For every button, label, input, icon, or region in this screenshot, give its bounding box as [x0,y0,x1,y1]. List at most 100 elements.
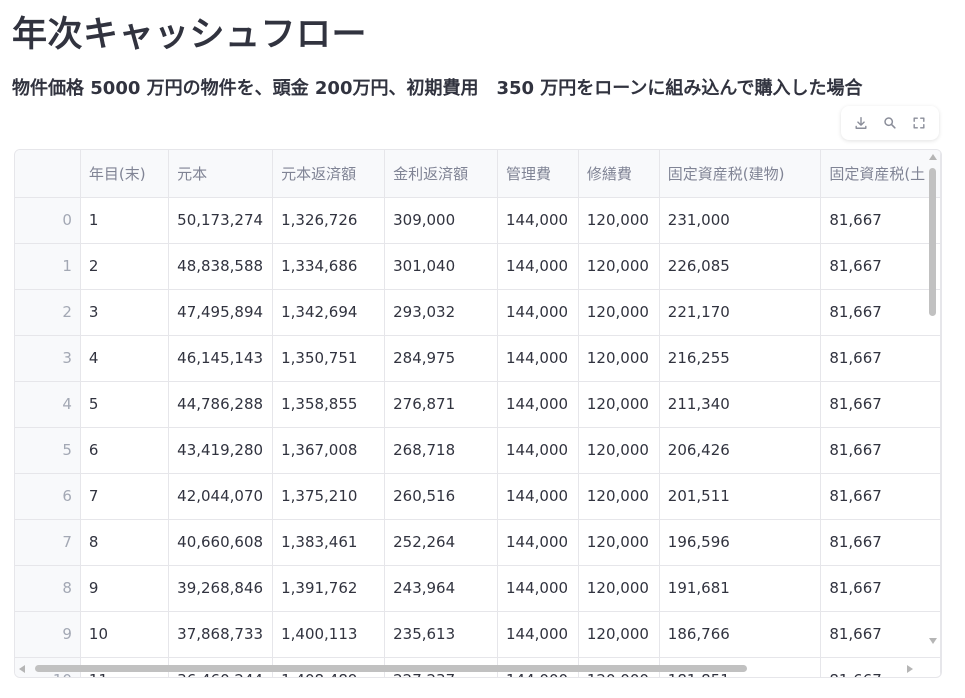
table-cell[interactable]: 81,667 [820,565,941,612]
table-cell[interactable]: 284,975 [384,335,498,382]
table-cell[interactable]: 10 [80,611,170,658]
horizontal-scrollbar[interactable] [15,663,925,675]
table-cell[interactable]: 81,667 [820,427,941,474]
table-cell[interactable]: 120,000 [578,427,660,474]
download-button[interactable] [850,112,872,134]
table-cell[interactable]: 216,255 [659,335,822,382]
table-cell[interactable]: 144,000 [497,427,579,474]
table-cell[interactable]: 48,838,588 [168,243,274,290]
table-cell[interactable]: 144,000 [497,197,579,244]
table-cell[interactable]: 5 [80,381,170,428]
table-cell[interactable]: 81,667 [820,197,941,244]
table-cell[interactable]: 268,718 [384,427,498,474]
column-header[interactable]: 修繕費 [578,150,660,198]
table-cell[interactable]: 120,000 [578,565,660,612]
table-cell[interactable]: 37,868,733 [168,611,274,658]
table-cell[interactable]: 1 [80,197,170,244]
table-cell[interactable]: 144,000 [497,611,579,658]
scroll-right-arrow-icon[interactable] [907,665,913,673]
fullscreen-button[interactable] [908,112,930,134]
table-cell[interactable]: 50,173,274 [168,197,274,244]
table-cell[interactable]: 1,383,461 [272,519,386,566]
table-cell[interactable]: 1,342,694 [272,289,386,336]
table-cell[interactable]: 191,681 [659,565,822,612]
table-cell[interactable]: 120,000 [578,335,660,382]
table-cell[interactable]: 120,000 [578,381,660,428]
table-cell[interactable]: 1,350,751 [272,335,386,382]
table-cell[interactable]: 1,391,762 [272,565,386,612]
table-cell[interactable]: 1,375,210 [272,473,386,520]
table-cell[interactable]: 4 [80,335,170,382]
table-cell[interactable]: 144,000 [497,243,579,290]
table-cell[interactable]: 186,766 [659,611,822,658]
scroll-left-arrow-icon[interactable] [19,665,25,673]
dataframe[interactable]: 年目(末) 元本 元本返済額 金利返済額 管理費 修繕費 固定資産税(建物) 固定資産税(土 … [14,149,942,678]
table-cell[interactable]: 211,340 [659,381,822,428]
table-cell[interactable]: 235,613 [384,611,498,658]
table-cell[interactable]: 252,264 [384,519,498,566]
table-cell[interactable]: 144,000 [497,335,579,382]
scroll-down-arrow-icon[interactable] [929,638,937,644]
column-header[interactable]: 固定資産税(建物) [659,150,822,198]
table-cell[interactable]: 260,516 [384,473,498,520]
table-cell[interactable]: 81,667 [820,335,941,382]
table-cell[interactable]: 81,667 [820,519,941,566]
index-header[interactable] [15,150,81,198]
table-cell[interactable]: 144,000 [497,473,579,520]
column-header[interactable]: 金利返済額 [384,150,498,198]
table-cell[interactable]: 201,511 [659,473,822,520]
table-cell[interactable]: 9 [80,565,170,612]
table-cell[interactable]: 144,000 [497,565,579,612]
table-cell[interactable]: 144,000 [497,381,579,428]
table-cell[interactable]: 226,085 [659,243,822,290]
table-cell[interactable]: 81,667 [820,473,941,520]
table-cell[interactable]: 2 [80,243,170,290]
table-cell[interactable]: 44,786,288 [168,381,274,428]
table-cell[interactable]: 42,044,070 [168,473,274,520]
table-cell[interactable]: 46,145,143 [168,335,274,382]
column-header[interactable]: 元本 [168,150,274,198]
table-cell[interactable]: 120,000 [578,473,660,520]
table-cell[interactable]: 231,000 [659,197,822,244]
table-cell[interactable]: 43,419,280 [168,427,274,474]
table-cell[interactable]: 1,367,008 [272,427,386,474]
table-cell[interactable]: 81,667 [820,243,941,290]
table-cell[interactable]: 276,871 [384,381,498,428]
table-cell[interactable]: 1,358,855 [272,381,386,428]
table-cell[interactable]: 1,326,726 [272,197,386,244]
table-cell[interactable]: 81,667 [820,611,941,658]
table-cell[interactable]: 120,000 [578,519,660,566]
table-cell[interactable]: 243,964 [384,565,498,612]
horizontal-scroll-thumb[interactable] [35,665,747,672]
table-cell[interactable]: 293,032 [384,289,498,336]
table-cell[interactable]: 120,000 [578,611,660,658]
vertical-scrollbar[interactable] [927,150,939,660]
scroll-up-arrow-icon[interactable] [929,154,937,160]
vertical-scroll-thumb[interactable] [929,168,936,316]
column-header[interactable]: 固定資産税(土 [820,150,941,198]
table-cell[interactable]: 120,000 [578,197,660,244]
table-cell[interactable]: 301,040 [384,243,498,290]
table-cell[interactable]: 144,000 [497,519,579,566]
table-cell[interactable]: 144,000 [497,289,579,336]
table-cell[interactable]: 40,660,608 [168,519,274,566]
table-cell[interactable]: 81,667 [820,289,941,336]
table-cell[interactable]: 8 [80,519,170,566]
table-cell[interactable]: 1,400,113 [272,611,386,658]
table-cell[interactable]: 309,000 [384,197,498,244]
table-cell[interactable]: 7 [80,473,170,520]
table-cell[interactable]: 39,268,846 [168,565,274,612]
table-cell[interactable]: 81,667 [820,381,941,428]
table-cell[interactable]: 6 [80,427,170,474]
table-cell[interactable]: 120,000 [578,243,660,290]
table-cell[interactable]: 221,170 [659,289,822,336]
column-header[interactable]: 管理費 [497,150,579,198]
table-cell[interactable]: 206,426 [659,427,822,474]
table-cell[interactable]: 196,596 [659,519,822,566]
table-cell[interactable]: 1,334,686 [272,243,386,290]
column-header[interactable]: 年目(末) [80,150,170,198]
table-cell[interactable]: 47,495,894 [168,289,274,336]
table-cell[interactable]: 3 [80,289,170,336]
column-header[interactable]: 元本返済額 [272,150,386,198]
search-button[interactable] [879,112,901,134]
